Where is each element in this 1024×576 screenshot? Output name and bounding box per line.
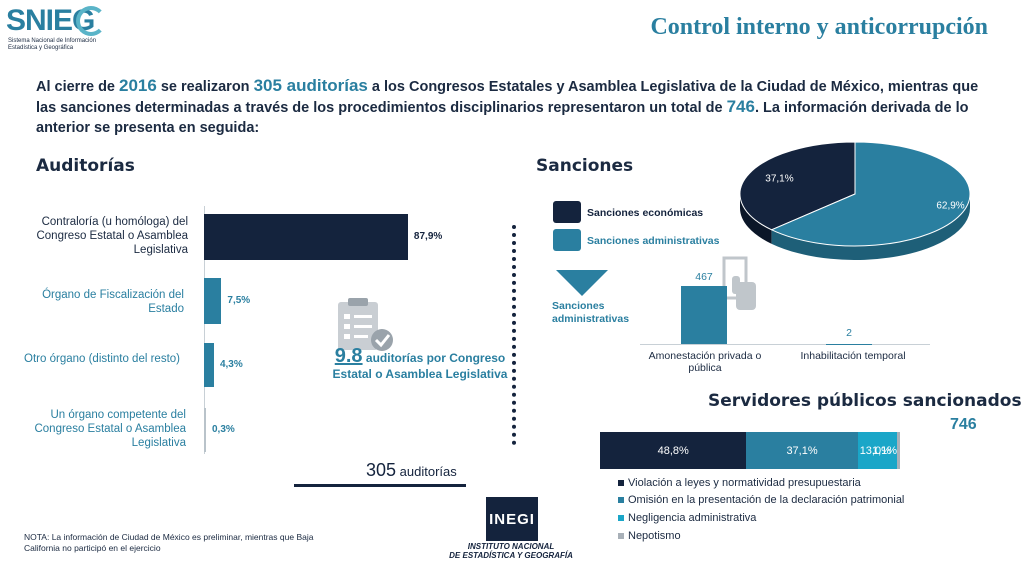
servidores-legend-item: Nepotismo (618, 530, 681, 542)
sanciones-admin-category: Inhabilitación temporal (800, 350, 906, 362)
pie-slice (770, 141, 971, 247)
pie-slice-side (771, 194, 970, 260)
total-underline (294, 484, 466, 487)
auditorias-category-label: Otro órgano (distinto del resto) (24, 353, 180, 365)
sanciones-administrativas-label: Sanciones administrativas (552, 300, 630, 325)
page-title: Control interno y anticorrupción (650, 14, 988, 40)
servidores-stacked-bar: 48,8% 37,1% 13,0% (600, 432, 900, 469)
stacked-bar-segment: 37,1% (746, 432, 858, 469)
auditorias-average: 9.8 auditorías por Congreso Estatal o As… (330, 345, 510, 382)
intro-text-2: se realizaron (156, 79, 254, 95)
auditorias-bar-value: 87,9% (413, 231, 443, 242)
legend-swatch (618, 497, 624, 503)
legend-swatch-administrativas (553, 229, 581, 251)
servidores-total: 746 (950, 416, 977, 433)
auditorias-category-label: Un órgano competente del Congreso Estata… (34, 409, 186, 449)
snieg-logo-subtitle: Sistema Nacional de Información Estadíst… (8, 38, 97, 51)
auditorias-axis-line (204, 206, 205, 454)
clipboard-check-icon (338, 298, 393, 351)
auditorias-bar-value: 0,3% (212, 424, 235, 435)
sanciones-admin-bar (681, 286, 727, 344)
sanciones-pie-chart: 37,1% 62,9% (739, 141, 971, 260)
total-value: 305 (366, 460, 397, 480)
stacked-bar-segment: 48,8% (600, 432, 747, 469)
stacked-bar-segment: 13,0% (857, 432, 897, 469)
legend-label: Nepotismo (628, 530, 681, 542)
legend-label-administrativas: Sanciones administrativas (587, 235, 720, 247)
intro-text-3: a los Congresos Estatales y Asamblea Leg… (36, 79, 979, 116)
intro-paragraph: Al cierre de 2016 se realizaron 305 audi… (36, 76, 988, 138)
legend-swatch (618, 480, 624, 486)
legend-label: Violación a leyes y normatividad presupu… (628, 477, 861, 489)
legend-label: Omisión en la presentación de la declara… (628, 494, 905, 506)
servidores-legend-item: Negligencia administrativa (618, 512, 756, 524)
sanciones-heading: Sanciones (536, 156, 634, 176)
average-text: auditorías por Congreso Estatal o Asambl… (332, 351, 508, 381)
pie-slice-label: 37,1% (765, 173, 793, 184)
servidores-legend-item: Violación a leyes y normatividad presupu… (618, 477, 861, 489)
sanciones-admin-bar-value: 467 (695, 271, 713, 283)
pie-slice (739, 141, 856, 231)
inegi-logo-word: INEGI (489, 510, 535, 528)
auditorias-bar (204, 214, 408, 260)
stacked-bar-segment (896, 432, 900, 469)
servidores-heading: Servidores públicos sancionados (708, 391, 1022, 411)
intro-sanciones: 746 (726, 97, 755, 116)
auditorias-bar (204, 343, 214, 387)
divider-dotted-line (512, 225, 516, 445)
hand-icon (722, 256, 756, 310)
intro-auditorias: 305 auditorías (253, 76, 368, 95)
stacked-bar-value: 1,1% (872, 445, 898, 457)
pie-slice-label: 62,9% (936, 201, 964, 212)
inegi-line2: DE ESTADÍSTICA Y GEOGRAFÍA (449, 551, 573, 560)
footnote: NOTA: La información de Ciudad de México… (24, 532, 314, 553)
snieg-logo-ring-icon (76, 6, 106, 36)
inegi-line1: INSTITUTO NACIONAL (467, 542, 555, 551)
legend-label-economicas: Sanciones económicas (587, 207, 704, 219)
auditorias-category-label: Contraloría (u homóloga) del Congreso Es… (36, 216, 188, 256)
pie-slice-side (740, 194, 772, 244)
inegi-logo-subtitle: INSTITUTO NACIONAL DE ESTADÍSTICA Y GEOGR… (436, 542, 586, 560)
intro-text-4: . La información derivada de lo anterior… (36, 100, 969, 136)
legend-swatch (618, 533, 624, 539)
sanciones-admin-category: Amonestación privada o pública (648, 350, 762, 374)
intro-year: 2016 (119, 76, 157, 95)
inegi-logo: INEGI (486, 497, 538, 541)
intro-text-1: Al cierre de (36, 79, 120, 95)
average-value: 9.8 (334, 345, 363, 367)
auditorias-bar-value: 7,5% (227, 295, 251, 306)
legend-swatch (618, 515, 624, 521)
auditorias-bar (204, 278, 222, 324)
auditorias-total: 305 auditorías (366, 460, 457, 481)
auditorias-bar (204, 408, 206, 452)
legend-label: Negligencia administrativa (628, 512, 757, 524)
servidores-legend-item: Omisión en la presentación de la declara… (618, 494, 904, 506)
stacked-bar-value: 48,8% (657, 444, 689, 457)
auditorias-bar-value: 4,3% (219, 359, 243, 370)
legend-swatch-economicas (553, 201, 581, 223)
stacked-bar-value: 13,0% (859, 444, 891, 457)
auditorias-heading: Auditorías (36, 156, 135, 176)
total-text: auditorías (396, 464, 457, 479)
triangle-down-icon (556, 270, 608, 296)
sanciones-admin-bar (826, 343, 872, 344)
sanciones-admin-bar-value: 2 (846, 326, 852, 339)
stacked-bar-value: 37,1% (786, 444, 818, 457)
auditorias-category-label: Órgano de Fiscalización del Estado (42, 289, 184, 315)
sanciones-admin-axis (640, 344, 930, 345)
